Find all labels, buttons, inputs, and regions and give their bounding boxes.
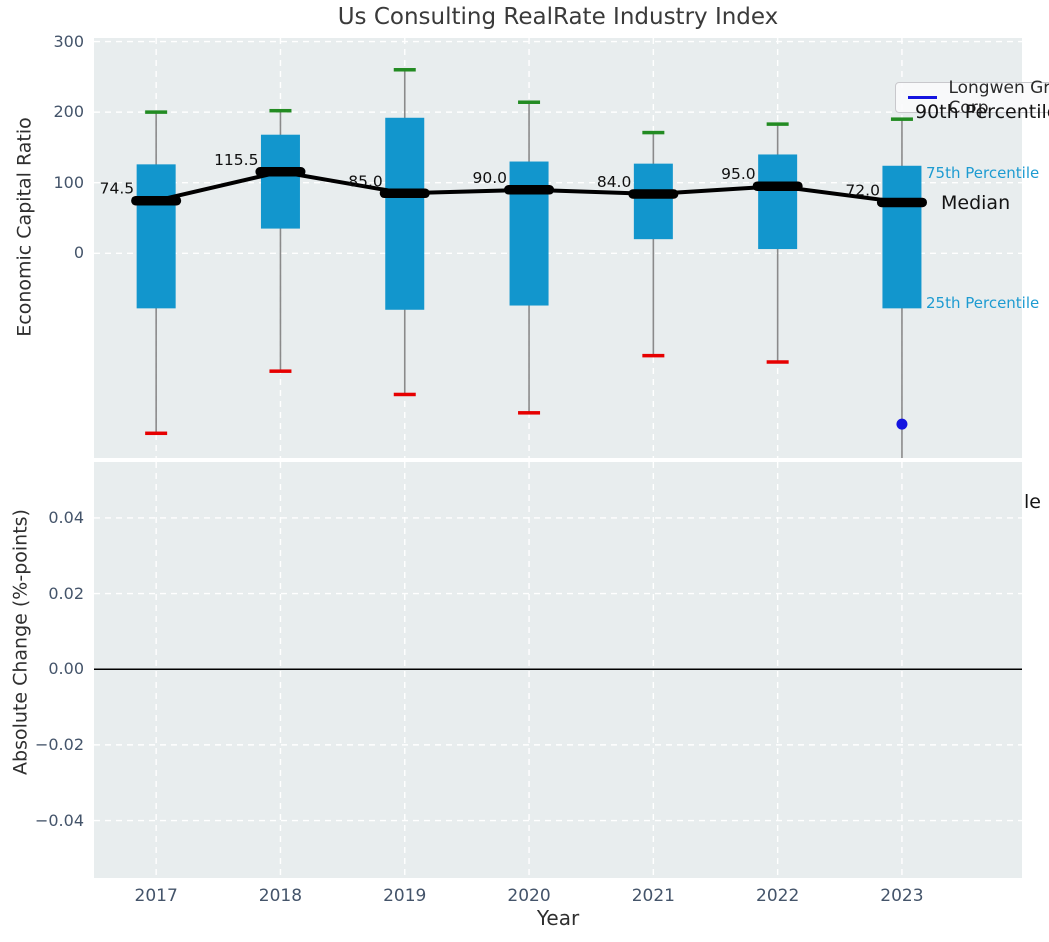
p10-cap-2021: [642, 353, 665, 358]
p10-cap-2022: [766, 360, 789, 364]
median-value-label-2017: 74.5: [100, 180, 135, 198]
median-marker-2022: [752, 181, 803, 191]
y-tick-0.02: 0.02: [48, 583, 84, 603]
iqr-box-2018: [260, 134, 300, 229]
p90-cap-2017: [145, 110, 168, 114]
p90-cap-2023: [890, 117, 913, 121]
y-tick-0: 0: [73, 243, 84, 263]
p90-cap-2022: [766, 122, 789, 126]
y-tick-200: 200: [53, 102, 84, 122]
x-axis-label: Year: [536, 906, 580, 930]
median-value-label-2019: 85.0: [348, 172, 383, 190]
y-tick-300: 300: [53, 31, 84, 51]
median-marker-2020: [504, 185, 555, 195]
annotation-median: Median: [941, 192, 1011, 214]
p10-cap-2020: [518, 411, 541, 415]
p10-cap-2018: [269, 369, 292, 373]
iqr-box-2017: [136, 164, 176, 309]
x-tick-2018: 2018: [258, 886, 303, 906]
median-value-label-2020: 90.0: [473, 169, 508, 187]
y-tick-0.04: 0.04: [48, 507, 84, 527]
annotation-p25: 25th Percentile: [926, 294, 1040, 312]
y-tick-0.00: 0.00: [48, 659, 84, 679]
p90-cap-2019: [393, 68, 416, 72]
legend: Longwen Group Corp: [895, 78, 1049, 118]
median-marker-2018: [255, 167, 306, 177]
p90-cap-2021: [642, 130, 665, 135]
iqr-box-2021: [633, 163, 673, 240]
iqr-box-2020: [509, 161, 549, 306]
x-tick-2017: 2017: [134, 886, 178, 906]
x-tick-2019: 2019: [383, 886, 427, 906]
annotation-p75: 75th Percentile: [926, 164, 1040, 182]
company-point: [896, 418, 908, 430]
x-tick-2020: 2020: [507, 886, 551, 906]
median-marker-2017: [131, 195, 182, 206]
bottom-plot-area: [94, 462, 1022, 878]
iqr-box-2019: [385, 117, 425, 310]
iqr-box-2023: [882, 165, 922, 309]
iqr-box-2022: [758, 154, 798, 250]
median-value-label-2023: 72.0: [845, 181, 880, 199]
median-value-label-2018: 115.5: [214, 151, 258, 169]
p90-cap-2020: [518, 100, 541, 104]
median-value-label-2021: 84.0: [597, 173, 632, 191]
median-value-label-2022: 95.0: [721, 165, 756, 183]
y-tick-−0.02: −0.02: [34, 734, 84, 754]
p10-cap-2017: [145, 431, 168, 436]
p10-cap-2019: [393, 392, 416, 397]
top-y-axis-label: Economic Capital Ratio: [13, 117, 36, 337]
y-tick-−0.04: −0.04: [34, 810, 84, 830]
bottom-plot-canvas: [94, 462, 1022, 878]
y-tick-100: 100: [53, 172, 84, 192]
x-tick-2021: 2021: [631, 886, 675, 906]
median-marker-2023: [876, 197, 927, 208]
legend-label: Longwen Group Corp: [948, 77, 1049, 118]
p90-cap-2018: [269, 108, 292, 113]
annotation-p90: 90th Percentile: [915, 101, 1049, 123]
x-tick-2023: 2023: [880, 886, 924, 906]
annotation-clipped-fragment: le: [1024, 491, 1041, 513]
chart-title: Us Consulting RealRate Industry Index: [337, 4, 779, 30]
x-tick-2022: 2022: [756, 886, 800, 906]
median-marker-2019: [379, 188, 430, 199]
bottom-y-axis-label: Absolute Change (%-points): [9, 509, 32, 775]
legend-line-icon: [908, 96, 938, 99]
top-plot-canvas: 74.5 115.5 85.0 90.0 84.0 95.0 72.0: [94, 38, 1022, 458]
top-plot-area: 74.5 115.5 85.0 90.0 84.0 95.0 72.0 Longwen Gr…: [94, 38, 1049, 458]
median-marker-2021: [628, 189, 679, 199]
